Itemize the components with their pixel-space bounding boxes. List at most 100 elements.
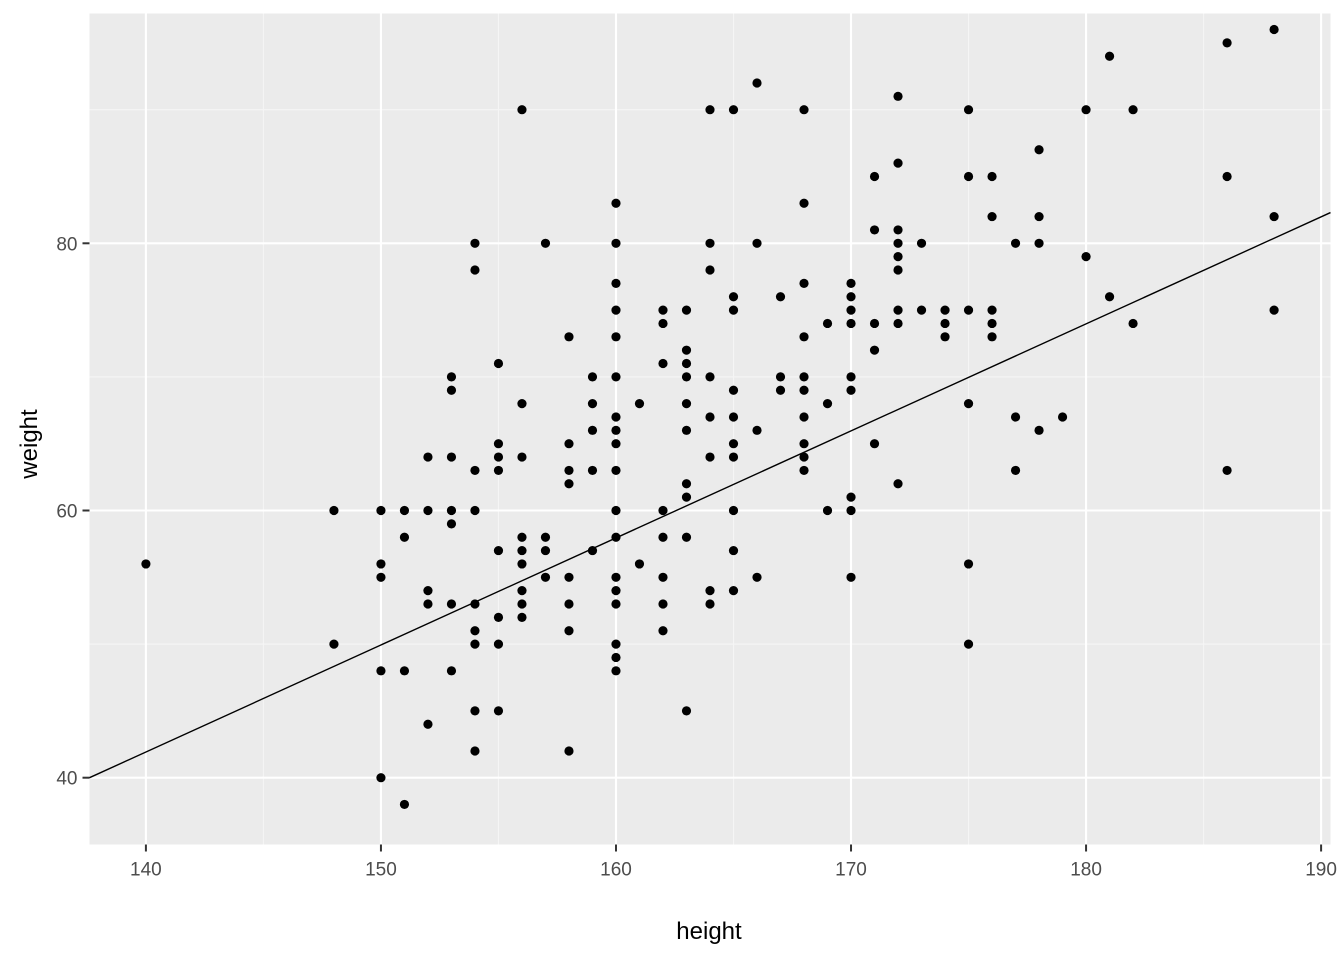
data-point bbox=[799, 465, 809, 476]
x-tick-label: 140 bbox=[130, 860, 162, 881]
x-tick-label: 150 bbox=[365, 860, 397, 881]
data-point bbox=[658, 505, 668, 516]
data-point bbox=[1034, 145, 1044, 155]
data-point bbox=[822, 505, 833, 516]
data-point bbox=[611, 372, 621, 382]
x-tick-label: 160 bbox=[600, 860, 632, 881]
data-point bbox=[611, 425, 621, 435]
data-point bbox=[869, 171, 880, 182]
data-point bbox=[470, 465, 480, 476]
y-tick-label: 80 bbox=[56, 234, 77, 255]
data-point bbox=[846, 292, 856, 302]
data-point bbox=[587, 545, 598, 556]
data-point bbox=[658, 572, 668, 582]
data-point bbox=[517, 559, 527, 569]
data-point bbox=[869, 439, 880, 449]
data-point bbox=[1269, 211, 1279, 222]
data-point bbox=[1269, 305, 1279, 315]
data-point bbox=[376, 505, 386, 516]
data-point bbox=[611, 332, 621, 342]
data-point bbox=[1128, 105, 1138, 115]
data-point bbox=[564, 572, 574, 582]
data-point bbox=[376, 572, 386, 582]
data-point bbox=[846, 572, 856, 582]
data-point bbox=[893, 238, 903, 248]
data-point bbox=[822, 399, 833, 409]
data-point bbox=[1034, 425, 1044, 435]
data-point bbox=[376, 773, 386, 783]
data-point bbox=[728, 412, 739, 422]
data-point bbox=[963, 639, 974, 649]
data-point bbox=[1104, 51, 1115, 61]
data-point bbox=[329, 505, 339, 516]
data-point bbox=[470, 706, 480, 716]
data-point bbox=[940, 305, 950, 315]
data-point bbox=[493, 706, 504, 716]
data-point bbox=[517, 545, 527, 556]
y-axis-ticks: 40 60 80 bbox=[56, 234, 90, 790]
data-point bbox=[470, 626, 480, 636]
data-point bbox=[799, 412, 809, 422]
data-point bbox=[493, 612, 504, 622]
data-point bbox=[517, 612, 527, 622]
regression-line-layer bbox=[89, 211, 1331, 779]
data-point bbox=[1010, 412, 1021, 422]
data-point bbox=[517, 399, 527, 409]
data-point bbox=[987, 318, 997, 329]
data-point bbox=[846, 372, 856, 382]
data-point bbox=[705, 238, 715, 248]
data-point bbox=[399, 666, 410, 676]
data-point bbox=[963, 305, 974, 315]
data-point bbox=[681, 425, 692, 435]
data-point bbox=[611, 278, 621, 288]
data-point bbox=[446, 599, 457, 609]
data-point bbox=[1034, 211, 1044, 222]
data-point bbox=[987, 171, 997, 182]
data-point bbox=[1034, 238, 1044, 248]
data-point bbox=[423, 505, 433, 516]
data-point bbox=[963, 171, 974, 182]
data-point bbox=[611, 439, 621, 449]
data-point bbox=[916, 305, 927, 315]
data-point bbox=[705, 105, 715, 115]
data-point bbox=[987, 211, 997, 222]
data-point bbox=[681, 479, 692, 489]
data-point bbox=[564, 599, 574, 609]
data-point bbox=[893, 252, 903, 262]
data-point bbox=[540, 238, 551, 248]
data-point bbox=[611, 666, 621, 676]
data-point bbox=[1222, 38, 1232, 48]
data-point bbox=[611, 652, 621, 663]
data-point bbox=[423, 452, 433, 462]
x-axis-ticks: 140 150 160 170 180 190 bbox=[130, 844, 1337, 881]
data-point bbox=[446, 505, 457, 516]
data-point bbox=[1104, 292, 1115, 302]
data-point bbox=[728, 505, 739, 516]
data-point bbox=[799, 278, 809, 288]
data-point bbox=[728, 105, 739, 115]
data-point bbox=[446, 666, 457, 676]
data-point bbox=[423, 599, 433, 609]
data-point bbox=[799, 372, 809, 382]
data-point bbox=[493, 439, 504, 449]
data-point bbox=[611, 639, 621, 649]
data-point bbox=[658, 358, 668, 369]
data-point bbox=[470, 746, 480, 756]
x-tick-label: 170 bbox=[835, 860, 867, 881]
data-point bbox=[658, 532, 668, 542]
data-point bbox=[658, 599, 668, 609]
data-point bbox=[587, 399, 598, 409]
data-point bbox=[611, 198, 621, 208]
data-point bbox=[752, 425, 762, 435]
data-point bbox=[869, 318, 880, 329]
data-point bbox=[681, 305, 692, 315]
data-point bbox=[517, 452, 527, 462]
data-point bbox=[869, 225, 880, 235]
data-point bbox=[846, 505, 856, 516]
data-point bbox=[423, 719, 433, 729]
data-point bbox=[611, 599, 621, 609]
data-point bbox=[446, 519, 457, 529]
data-point bbox=[564, 465, 574, 476]
